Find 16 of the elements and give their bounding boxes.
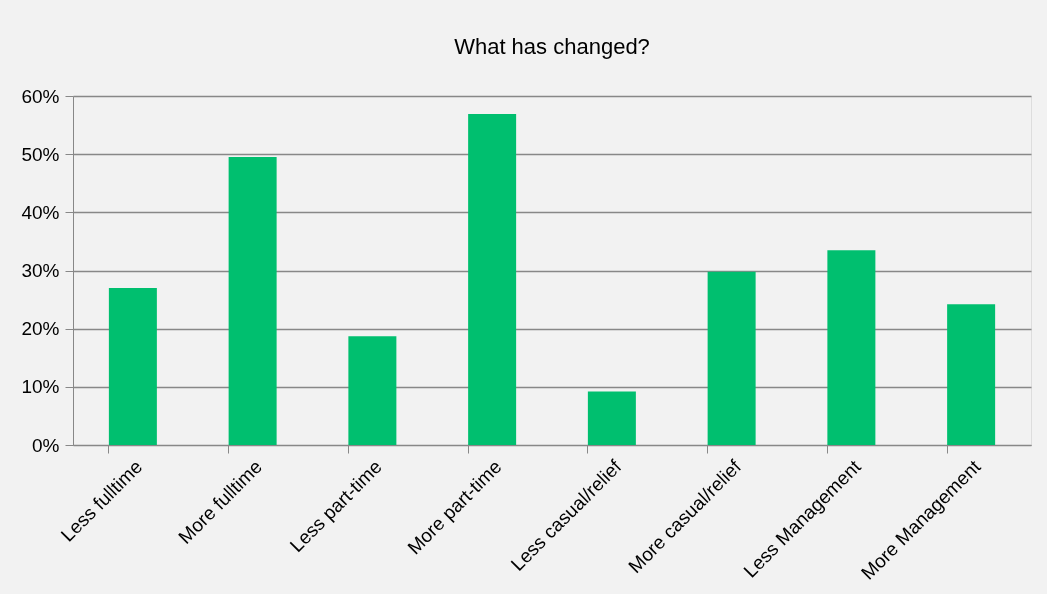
bar: [108, 287, 157, 445]
bar: [827, 250, 876, 445]
bar: [707, 271, 756, 445]
y-tick-label: 0%: [32, 434, 60, 456]
bar: [468, 114, 517, 445]
y-tick-label: 60%: [21, 85, 60, 107]
y-tick-label: 50%: [21, 143, 60, 165]
bar: [587, 391, 636, 445]
y-tick-label: 10%: [21, 376, 60, 398]
bar: [348, 336, 397, 445]
y-tick-label: 20%: [21, 318, 60, 340]
bar: [947, 304, 996, 445]
bar: [228, 157, 277, 445]
y-tick-label: 40%: [21, 201, 60, 223]
chart-title: What has changed?: [454, 34, 650, 59]
y-tick-label: 30%: [21, 260, 60, 281]
